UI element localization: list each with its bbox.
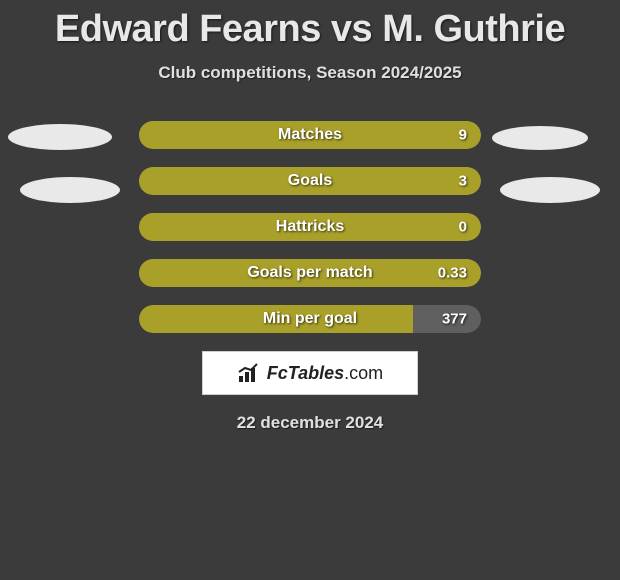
decorative-ellipse xyxy=(500,177,600,203)
comparison-chart: Matches 9 Goals 3 Hattricks 0 Goals per match 0… xyxy=(0,121,620,333)
stat-bar-value: 377 xyxy=(442,311,467,328)
stat-bar-value: 9 xyxy=(459,127,467,144)
stat-bar-value: 3 xyxy=(459,173,467,190)
chart-icon xyxy=(237,362,261,384)
stat-bar-value: 0.33 xyxy=(438,265,467,282)
stat-bar: Hattricks 0 xyxy=(139,213,481,241)
footer-date: 22 december 2024 xyxy=(0,413,620,433)
logo-suffix: .com xyxy=(344,363,383,383)
logo-text: FcTables.com xyxy=(267,363,383,384)
stat-bar-value: 0 xyxy=(459,219,467,236)
logo-name: FcTables xyxy=(267,363,344,383)
stat-bar-label: Min per goal xyxy=(263,310,357,328)
decorative-ellipse xyxy=(8,124,112,150)
stat-bar-label: Hattricks xyxy=(276,218,344,236)
stat-bar-label: Matches xyxy=(278,126,342,144)
stat-bar: Goals per match 0.33 xyxy=(139,259,481,287)
stat-bar: Min per goal 377 xyxy=(139,305,481,333)
stat-bar-label: Goals per match xyxy=(247,264,372,282)
stat-bar-label: Goals xyxy=(288,172,332,190)
stat-bar: Goals 3 xyxy=(139,167,481,195)
stat-bar: Matches 9 xyxy=(139,121,481,149)
page-title: Edward Fearns vs M. Guthrie xyxy=(0,0,620,51)
decorative-ellipse xyxy=(492,126,588,150)
decorative-ellipse xyxy=(20,177,120,203)
logo-box: FcTables.com xyxy=(202,351,418,395)
page-subtitle: Club competitions, Season 2024/2025 xyxy=(0,63,620,83)
